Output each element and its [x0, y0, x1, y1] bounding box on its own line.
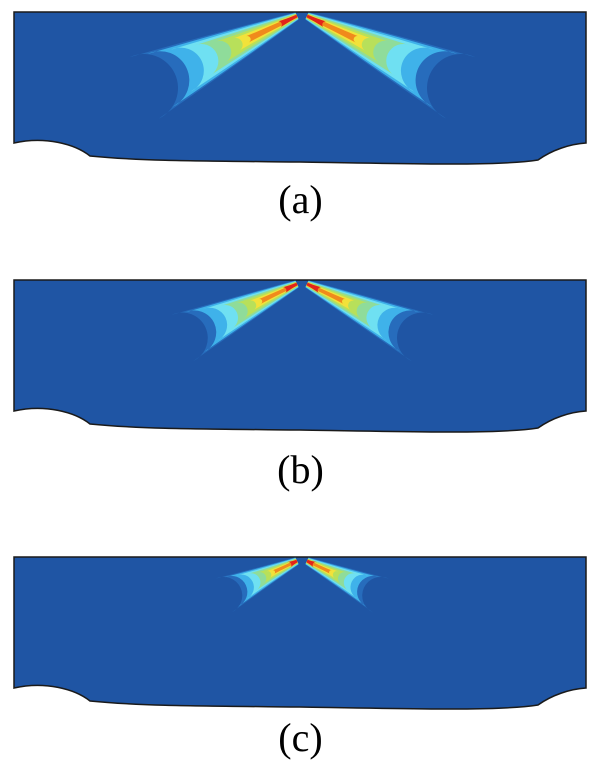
- plume-right-b: [305, 280, 434, 362]
- contour-plot-c: [13, 556, 587, 710]
- plume-left-c-core: [286, 559, 298, 569]
- plume-left-b-core: [281, 282, 298, 294]
- caption-c: (c): [278, 715, 323, 760]
- panel-b: [0, 278, 601, 434]
- domain-background-c: [13, 556, 587, 710]
- domain-background-b: [13, 279, 587, 433]
- panel-a: [0, 10, 601, 166]
- contour-plot-a: [13, 11, 587, 165]
- caption-a: (a): [278, 177, 323, 222]
- plume-right-a-core: [306, 14, 327, 28]
- plume-left-c: [215, 557, 299, 613]
- plume-right-c-core: [306, 559, 318, 569]
- contour-plot-b: [13, 279, 587, 433]
- plume-left-a: [129, 12, 299, 119]
- plume-right-c: [305, 557, 389, 613]
- plume-right-a: [305, 12, 476, 119]
- caption-b: (b): [277, 447, 324, 492]
- plume-left-a-core: [277, 14, 298, 28]
- plume-left-b: [171, 280, 299, 362]
- plume-right-b-core: [306, 282, 323, 294]
- domain-background-a: [13, 11, 587, 165]
- panel-c: [0, 555, 601, 711]
